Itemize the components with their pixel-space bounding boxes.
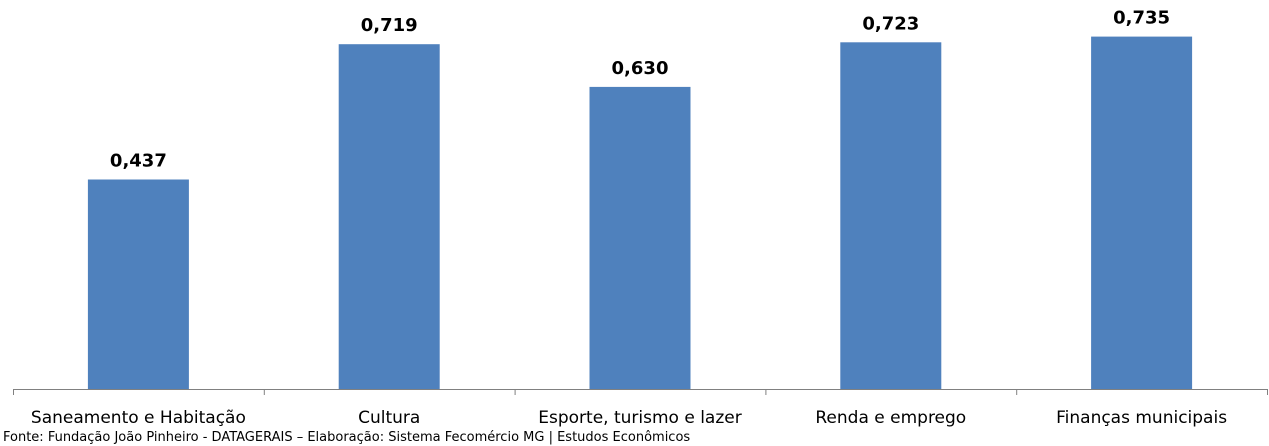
category-label-5: Finanças municipais xyxy=(1056,408,1227,428)
bar-chart: 0,437 0,719 0,630 0,723 0,735 Saneamento e H… xyxy=(13,8,1268,428)
value-label-1: 0,437 xyxy=(110,151,167,172)
category-labels-group: Saneamento e Habitação Cultura Esporte, tu… xyxy=(31,408,1227,428)
value-labels-group: 0,437 0,719 0,630 0,723 0,735 xyxy=(110,8,1170,172)
value-label-2: 0,719 xyxy=(361,15,418,36)
bar-5 xyxy=(1091,36,1193,389)
value-label-3: 0,630 xyxy=(612,58,669,79)
value-label-5: 0,735 xyxy=(1113,8,1170,29)
bar-3 xyxy=(589,86,691,390)
x-axis xyxy=(13,389,1268,395)
category-label-3: Esporte, turismo e lazer xyxy=(538,408,741,428)
bars-group xyxy=(87,36,1193,390)
bar-4 xyxy=(840,42,942,390)
category-label-2: Cultura xyxy=(358,408,420,428)
bar-1 xyxy=(87,179,189,389)
category-label-4: Renda e emprego xyxy=(815,408,966,428)
source-note: Fonte: Fundação João Pinheiro - DATAGERA… xyxy=(3,430,691,445)
bar-2 xyxy=(338,44,440,389)
category-label-1: Saneamento e Habitação xyxy=(31,408,246,428)
value-label-4: 0,723 xyxy=(862,13,919,34)
